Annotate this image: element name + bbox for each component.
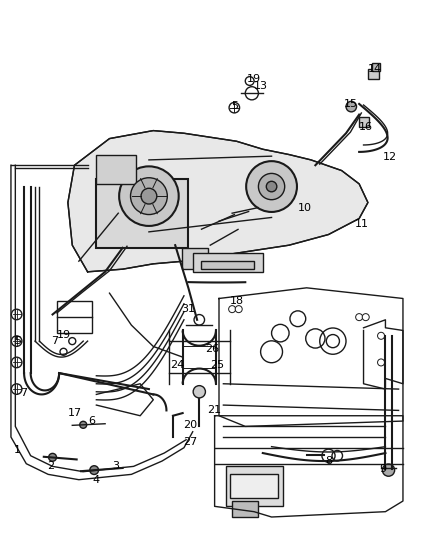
Text: 2: 2: [47, 462, 54, 471]
Text: 5: 5: [231, 101, 238, 110]
Circle shape: [346, 101, 357, 112]
Circle shape: [378, 359, 385, 366]
Bar: [193, 253, 263, 272]
Text: 1: 1: [14, 446, 21, 455]
Text: 7: 7: [21, 389, 28, 398]
Circle shape: [131, 177, 167, 215]
Text: 16: 16: [359, 122, 373, 132]
Text: 19: 19: [247, 74, 261, 84]
Text: 9: 9: [380, 464, 387, 474]
Text: 4: 4: [93, 475, 100, 484]
Circle shape: [119, 166, 179, 226]
Bar: [201, 261, 254, 269]
Text: 17: 17: [67, 408, 81, 418]
Text: 21: 21: [208, 406, 222, 415]
Text: 6: 6: [88, 416, 95, 426]
Text: 31: 31: [181, 304, 195, 314]
Circle shape: [356, 313, 363, 321]
Text: 5: 5: [14, 336, 21, 346]
Circle shape: [266, 181, 277, 192]
Circle shape: [229, 305, 236, 313]
Circle shape: [11, 384, 22, 394]
Text: 25: 25: [210, 360, 224, 370]
Bar: [232, 501, 258, 517]
Circle shape: [235, 305, 242, 313]
Bar: [96, 155, 136, 184]
Circle shape: [258, 173, 285, 200]
Circle shape: [246, 161, 297, 212]
Text: 20: 20: [184, 421, 198, 430]
Circle shape: [378, 332, 385, 340]
Circle shape: [49, 454, 57, 461]
Text: 3: 3: [113, 462, 120, 471]
Bar: [226, 466, 283, 506]
Text: 15: 15: [343, 99, 357, 109]
Text: 12: 12: [383, 152, 397, 162]
Text: 27: 27: [184, 438, 198, 447]
Text: 19: 19: [57, 330, 71, 340]
Text: 14: 14: [367, 64, 381, 74]
Circle shape: [229, 102, 240, 113]
Bar: [96, 179, 188, 248]
Text: 8: 8: [325, 456, 332, 466]
Circle shape: [193, 385, 205, 398]
Circle shape: [11, 336, 22, 346]
Text: 11: 11: [354, 219, 368, 229]
Circle shape: [141, 188, 157, 204]
Bar: [230, 474, 278, 498]
Polygon shape: [68, 131, 368, 272]
Circle shape: [382, 464, 395, 477]
Text: 7: 7: [51, 336, 58, 346]
Text: 10: 10: [297, 203, 311, 213]
Circle shape: [11, 309, 22, 320]
Circle shape: [90, 466, 99, 474]
Bar: [359, 117, 369, 127]
Circle shape: [11, 357, 22, 368]
Circle shape: [80, 421, 87, 429]
Circle shape: [362, 313, 369, 321]
Bar: [372, 63, 380, 71]
Text: 26: 26: [205, 344, 219, 354]
Text: 18: 18: [230, 296, 244, 306]
Bar: [182, 248, 208, 269]
Text: 13: 13: [254, 82, 268, 91]
Text: 24: 24: [170, 360, 184, 370]
Bar: [368, 69, 379, 79]
Bar: [57, 301, 92, 333]
